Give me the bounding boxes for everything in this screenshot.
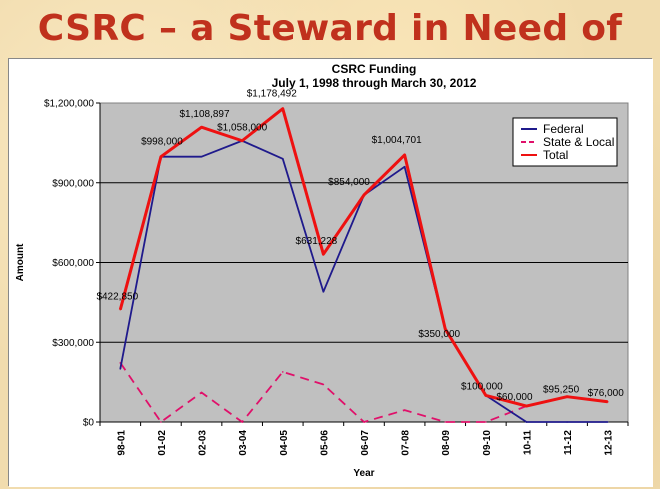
data-point (485, 394, 487, 397)
data-point (403, 154, 406, 156)
data-point (403, 166, 406, 168)
data-labels: $422,850 $998,000 $1,108,897 $1,058,000 $1,1… (96, 89, 624, 403)
x-tick-label: 11-12 (563, 430, 574, 455)
y-tick-label: $300,000 (52, 338, 94, 349)
data-point (606, 400, 609, 403)
data-label: $60,000 (496, 392, 533, 403)
data-point (403, 409, 406, 411)
data-label: $631,228 (296, 236, 338, 247)
data-point (200, 126, 203, 129)
data-label: $95,250 (543, 385, 580, 396)
data-label: $854,000 (328, 177, 370, 188)
data-label: $1,004,701 (372, 135, 422, 146)
data-point (566, 395, 568, 398)
legend-entry: Total (543, 148, 568, 162)
data-point (119, 368, 122, 370)
data-point (525, 405, 528, 407)
data-label: $998,000 (141, 137, 183, 148)
data-point (119, 308, 122, 311)
slide-title: CSRC – a Steward in Need of Funding (37, 8, 623, 103)
x-tick-label: 08-09 (441, 430, 452, 456)
x-tick-label: 04-05 (279, 430, 290, 456)
series-lines (118, 107, 609, 423)
data-point (281, 158, 284, 160)
data-point (281, 371, 284, 373)
data-point (444, 328, 447, 330)
data-label: $350,000 (418, 329, 460, 340)
x-tick-label: 03-04 (238, 430, 249, 456)
x-tick-label: 06-07 (360, 430, 371, 456)
data-point (241, 421, 243, 423)
x-axis-label: Year (353, 468, 374, 479)
data-label: $1,058,000 (217, 123, 267, 134)
gridlines (100, 182, 628, 343)
data-label: $76,000 (588, 388, 625, 399)
x-tick-label: 10-11 (522, 430, 533, 455)
x-tick-label: 09-10 (482, 430, 493, 456)
x-tick-label: 07-08 (401, 430, 412, 456)
data-point (606, 421, 609, 423)
data-point (485, 421, 487, 423)
data-point (322, 253, 325, 255)
x-tick-label: 02-03 (198, 430, 209, 456)
y-axis-label: Amount (15, 243, 26, 281)
chart-title: CSRC Funding (332, 62, 417, 76)
data-point (322, 290, 325, 293)
x-tick-label: 98-01 (116, 430, 127, 456)
data-point (566, 421, 568, 423)
x-tick-label: 05-06 (319, 430, 330, 456)
data-point (363, 194, 365, 196)
data-point (160, 421, 162, 423)
funding-line-chart: CSRC Funding July 1, 1998 through March … (9, 59, 653, 487)
y-tick-label: $0 (83, 418, 95, 429)
axes: $0 $300,000 $600,000 $900,000 $1,200,000 98-0… (44, 99, 629, 456)
data-point (160, 155, 162, 158)
legend-entry: State & Local (543, 135, 614, 149)
data-point (525, 421, 528, 423)
data-label: $100,000 (461, 381, 503, 392)
data-point (200, 391, 203, 394)
y-tick-label: $600,000 (52, 258, 94, 269)
data-point (200, 155, 203, 158)
data-point (322, 383, 325, 386)
data-label: $1,108,897 (180, 109, 230, 120)
data-point (363, 421, 365, 423)
data-point (281, 107, 284, 110)
data-point (444, 421, 447, 423)
x-tick-label: 01-02 (157, 430, 168, 456)
data-point (241, 139, 243, 142)
data-label: $422,850 (96, 292, 138, 303)
y-tick-label: $1,200,000 (44, 99, 94, 110)
legend-entry: Federal (543, 122, 584, 136)
x-tick-label: 12-13 (604, 430, 615, 456)
chart-subtitle: July 1, 1998 through March 30, 2012 (272, 76, 477, 90)
data-label: $1,178,492 (247, 89, 297, 100)
chart-container: CSRC Funding July 1, 1998 through March … (8, 58, 653, 487)
y-tick-label: $900,000 (52, 178, 94, 189)
